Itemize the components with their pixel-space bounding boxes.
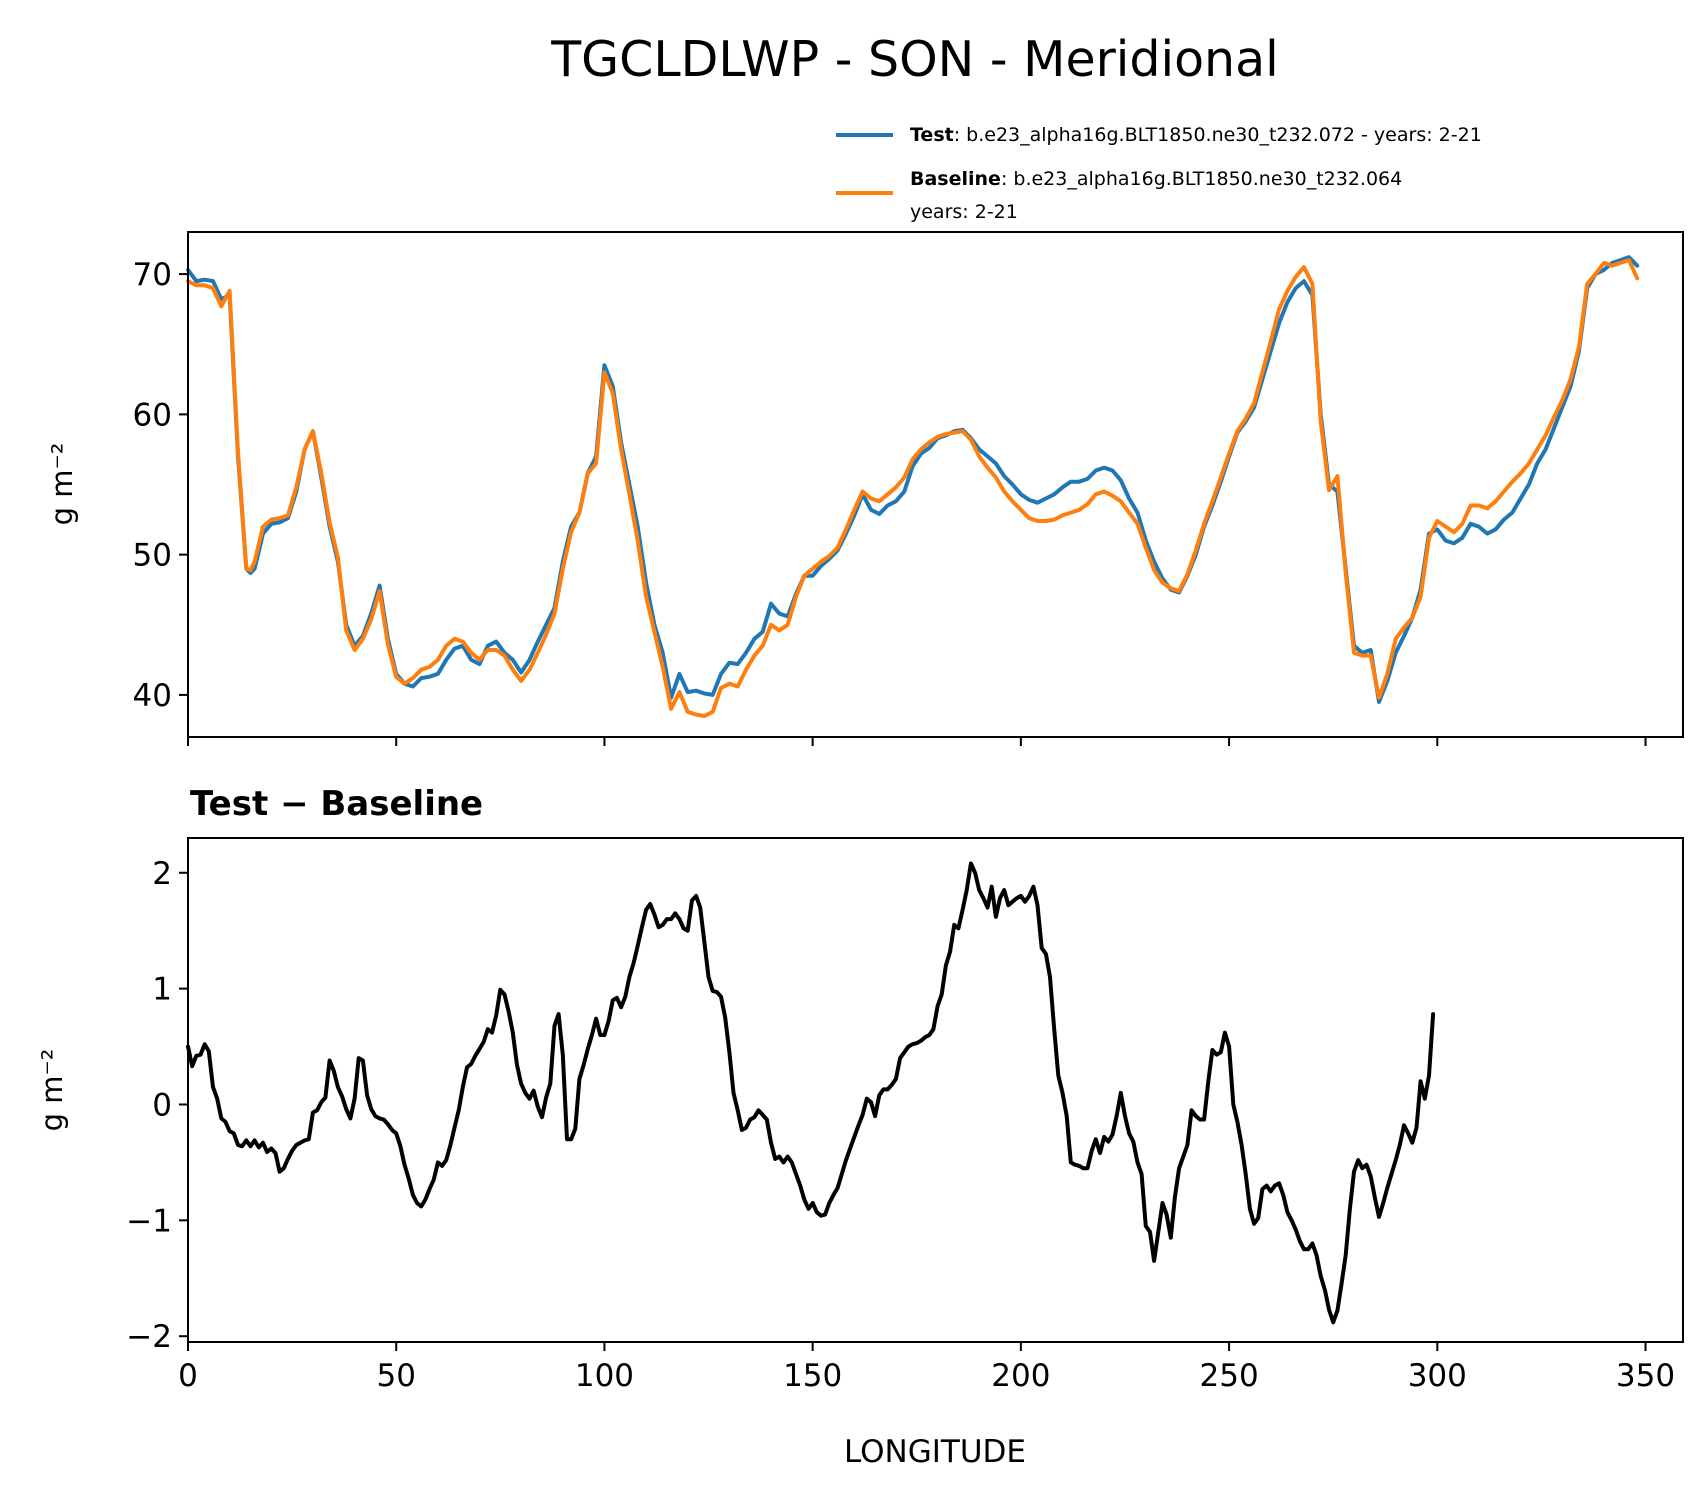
bottom-x-ticks: 0 50 100 150 200 250 300 350: [178, 1342, 1675, 1394]
legend-baseline-years: years: 2-21: [910, 201, 1018, 223]
bottom-axes-frame: [187, 837, 1684, 1343]
top-plot-lines: [186, 255, 1640, 718]
bottom-ytick-label: 2: [152, 856, 172, 892]
legend-test-label: Test: [910, 124, 954, 146]
top-ytick-label: 50: [133, 538, 172, 574]
top-ytick-label: 60: [133, 397, 172, 433]
top-y-ticks: 40 50 60 70: [133, 257, 188, 714]
bottom-xlabel: LONGITUDE: [844, 1434, 1026, 1470]
bottom-panel-title: Test − Baseline: [190, 784, 483, 824]
top-axes-frame: [187, 231, 1684, 738]
bottom-ytick-label: 0: [152, 1087, 172, 1123]
bottom-xtick-label: 150: [783, 1358, 842, 1394]
legend-test-entry: Test: b.e23_alpha16g.BLT1850.ne30_t232.0…: [910, 124, 1482, 146]
bottom-xtick-label: 250: [1200, 1358, 1259, 1394]
bottom-xtick-label: 300: [1408, 1358, 1467, 1394]
bottom-xtick-label: 350: [1616, 1358, 1675, 1394]
baseline-series-line: [186, 258, 1640, 718]
legend-baseline-entry: Baseline: b.e23_alpha16g.BLT1850.ne30_t2…: [910, 168, 1402, 190]
figure-title: TGCLDLWP - SON - Meridional: [550, 31, 1279, 88]
top-panel: 40 50 60 70 g m⁻²: [45, 231, 1684, 746]
bottom-xtick-label: 200: [991, 1358, 1050, 1394]
legend-baseline-text: : b.e23_alpha16g.BLT1850.ne30_t232.064: [1001, 168, 1402, 190]
bottom-ylabel: g m⁻²: [35, 1049, 69, 1132]
bottom-xtick-label: 100: [575, 1358, 634, 1394]
bottom-panel: Test − Baseline −2 −1 0 1 2 0 50 100 150 200 250 3…: [35, 784, 1684, 1470]
bottom-ytick-label: −2: [126, 1319, 172, 1355]
legend-test-text: : b.e23_alpha16g.BLT1850.ne30_t232.072 -…: [954, 124, 1482, 146]
top-ytick-label: 40: [133, 678, 172, 714]
bottom-plot-line: [186, 861, 1436, 1325]
legend-baseline-label: Baseline: [910, 168, 1001, 190]
difference-series-line: [186, 861, 1436, 1325]
top-x-ticks: [187, 737, 1647, 746]
test-series-line: [186, 255, 1640, 704]
top-ylabel: g m⁻²: [45, 443, 79, 526]
top-ytick-label: 70: [133, 257, 172, 293]
legend: Test: b.e23_alpha16g.BLT1850.ne30_t232.0…: [836, 124, 1482, 223]
bottom-xtick-label: 50: [376, 1358, 415, 1394]
bottom-xtick-label: 0: [178, 1358, 198, 1394]
bottom-ytick-label: −1: [126, 1203, 172, 1239]
bottom-y-ticks: −2 −1 0 1 2: [126, 856, 188, 1355]
bottom-ytick-label: 1: [152, 972, 172, 1008]
